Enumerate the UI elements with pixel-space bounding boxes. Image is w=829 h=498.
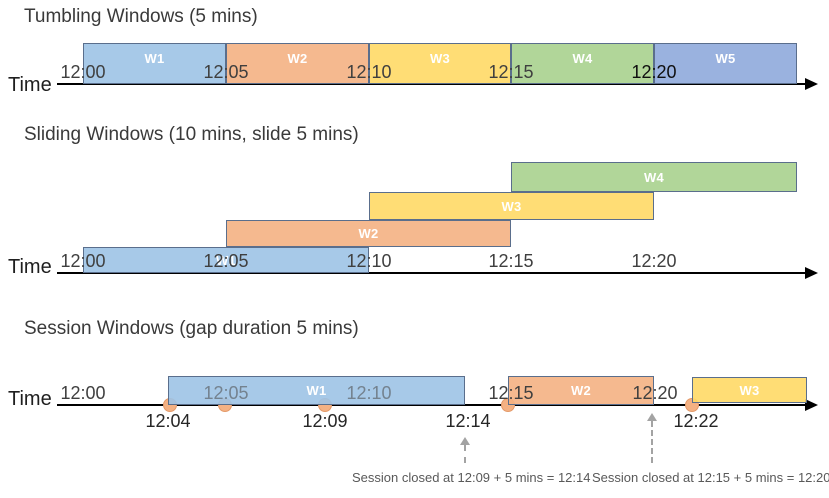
window-label-w5: W5 (715, 51, 736, 66)
dashed-arrow-stem (464, 445, 466, 463)
tick-session-12:15: 12:15 (488, 383, 534, 403)
axis-arrow-icon-tumbling (805, 78, 818, 90)
window-label-w4: W4 (643, 169, 665, 185)
time-axis-label-session: Time (8, 388, 52, 410)
axis-arrow-icon-session (805, 399, 818, 411)
event-time-label-12:22: 12:22 (673, 411, 719, 431)
window-label-w3: W3 (501, 198, 522, 214)
window-tumbling-w5: W5 (654, 43, 797, 84)
inner-tick-session-12:05: 12:05 (203, 383, 249, 403)
window-sliding-w4: W4 (511, 162, 797, 192)
event-time-label-12:14: 12:14 (445, 411, 491, 431)
section-title-tumbling: Tumbling Windows (5 mins) (24, 6, 258, 27)
window-label-w1: W1 (306, 383, 327, 398)
time-axis-line-sliding (57, 272, 807, 274)
event-time-label-12:04: 12:04 (145, 411, 191, 431)
tick-tumbling-12:15: 12:15 (488, 62, 534, 82)
tick-tumbling-12:10: 12:10 (346, 62, 392, 82)
time-axis-label-sliding: Time (8, 256, 52, 278)
time-axis-label-tumbling: Time (8, 74, 52, 96)
window-label-w3: W3 (429, 51, 451, 66)
window-sliding-w2: W2 (226, 220, 511, 247)
tick-sliding-12:00: 12:00 (60, 251, 106, 271)
window-session-w2: W2 (508, 376, 654, 405)
window-label-w2: W2 (570, 383, 592, 398)
section-title-sliding: Sliding Windows (10 mins, slide 5 mins) (24, 124, 359, 145)
window-label-w2: W2 (358, 226, 379, 241)
window-label-w1: W1 (215, 252, 237, 268)
window-label-w4: W4 (572, 51, 593, 66)
time-axis-line-session (57, 404, 807, 406)
time-axis-line-tumbling (57, 83, 807, 85)
window-tumbling-w2: W2 (226, 43, 369, 84)
window-sliding-w3: W3 (369, 192, 654, 220)
tick-sliding-12:10: 12:10 (346, 251, 392, 271)
window-tumbling-w4: W4 (511, 43, 654, 84)
tick-sliding-12:15: 12:15 (488, 251, 534, 271)
tick-tumbling-12:00: 12:00 (60, 62, 106, 82)
tick-tumbling-12:05: 12:05 (203, 62, 249, 82)
window-label-w1: W1 (144, 51, 165, 66)
axis-arrow-icon-sliding (805, 267, 818, 279)
window-session-w3: W3 (692, 377, 807, 403)
tick-tumbling-12:20: 12:20 (631, 62, 677, 82)
session-close-annotation: Session closed at 12:15 + 5 mins = 12:20 (592, 470, 829, 485)
window-sliding-w1: W1 (83, 247, 369, 273)
tick-session-12:00: 12:00 (60, 383, 106, 403)
window-label-w3: W3 (739, 382, 760, 398)
window-tumbling-w3: W3 (369, 43, 511, 84)
event-time-label-12:09: 12:09 (302, 411, 348, 431)
window-session-w1: W1 (168, 376, 465, 405)
dashed-up-arrow-icon (647, 413, 657, 421)
tick-sliding-12:05: 12:05 (203, 251, 249, 271)
dashed-arrow-stem (651, 421, 653, 463)
dashed-up-arrow-icon (460, 437, 470, 445)
window-label-w2: W2 (287, 51, 308, 66)
session-close-annotation: Session closed at 12:09 + 5 mins = 12:14 (352, 470, 591, 485)
inner-tick-session-12:10: 12:10 (346, 383, 392, 403)
tick-sliding-12:20: 12:20 (631, 251, 677, 271)
section-title-session: Session Windows (gap duration 5 mins) (24, 318, 359, 339)
tick-session-12:20: 12:20 (632, 383, 678, 403)
window-tumbling-w1: W1 (83, 43, 226, 84)
